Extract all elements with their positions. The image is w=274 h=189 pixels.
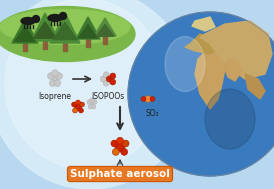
Circle shape — [110, 73, 116, 79]
Circle shape — [122, 140, 129, 147]
Circle shape — [33, 15, 39, 22]
Bar — [103, 36, 107, 44]
Polygon shape — [192, 17, 215, 31]
Polygon shape — [224, 59, 242, 81]
Circle shape — [59, 12, 67, 19]
Circle shape — [79, 102, 84, 107]
Ellipse shape — [0, 6, 135, 61]
Circle shape — [103, 80, 109, 86]
Circle shape — [93, 100, 97, 104]
Circle shape — [56, 73, 62, 79]
Polygon shape — [53, 22, 77, 40]
Circle shape — [78, 108, 84, 113]
Circle shape — [90, 98, 94, 102]
Polygon shape — [245, 74, 265, 99]
Circle shape — [76, 100, 81, 105]
Bar — [86, 39, 90, 47]
Circle shape — [150, 97, 155, 101]
Circle shape — [92, 105, 96, 109]
Circle shape — [73, 108, 78, 113]
Circle shape — [115, 142, 125, 152]
Polygon shape — [12, 19, 38, 43]
Bar — [43, 41, 47, 49]
Polygon shape — [96, 25, 114, 36]
Ellipse shape — [165, 36, 205, 91]
Circle shape — [49, 80, 56, 87]
Circle shape — [116, 137, 124, 144]
Bar — [23, 43, 27, 51]
Text: Isoprene: Isoprene — [39, 92, 72, 101]
Polygon shape — [76, 17, 100, 39]
Circle shape — [111, 140, 118, 147]
Text: Sulphate aerosol: Sulphate aerosol — [70, 169, 170, 179]
Circle shape — [47, 73, 54, 79]
Ellipse shape — [5, 0, 165, 169]
Circle shape — [103, 72, 109, 78]
Ellipse shape — [48, 15, 62, 22]
Circle shape — [90, 102, 94, 106]
Polygon shape — [195, 49, 225, 109]
Polygon shape — [50, 13, 80, 43]
Ellipse shape — [0, 0, 190, 189]
Circle shape — [128, 12, 274, 176]
Circle shape — [52, 70, 58, 76]
Circle shape — [112, 148, 119, 155]
Ellipse shape — [205, 89, 255, 149]
Ellipse shape — [21, 18, 35, 25]
Circle shape — [110, 79, 116, 85]
Circle shape — [75, 104, 81, 111]
Circle shape — [106, 76, 112, 82]
Polygon shape — [78, 25, 98, 38]
Circle shape — [88, 105, 93, 109]
Text: SO₂: SO₂ — [145, 109, 159, 118]
Circle shape — [52, 76, 58, 82]
Circle shape — [87, 100, 92, 104]
Circle shape — [54, 80, 61, 87]
Polygon shape — [31, 13, 59, 41]
Polygon shape — [34, 22, 56, 38]
Polygon shape — [94, 18, 116, 36]
Circle shape — [100, 76, 106, 82]
Ellipse shape — [0, 9, 130, 44]
Circle shape — [121, 148, 128, 155]
Polygon shape — [200, 21, 272, 79]
Circle shape — [72, 102, 76, 107]
Text: ISOPOOs: ISOPOOs — [91, 92, 125, 101]
Polygon shape — [15, 27, 35, 41]
Polygon shape — [185, 34, 218, 54]
Bar — [63, 43, 67, 51]
Circle shape — [145, 96, 151, 102]
Circle shape — [141, 97, 146, 101]
